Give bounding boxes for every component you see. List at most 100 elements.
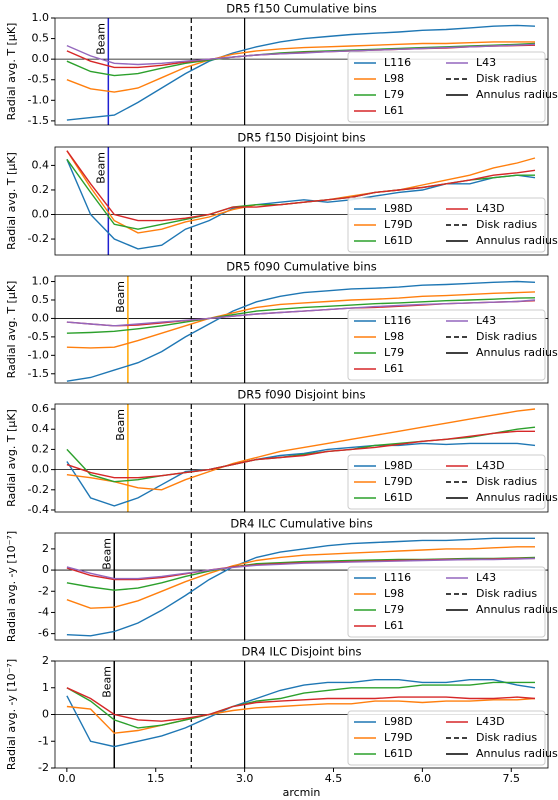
y-tick-label: -1.5 bbox=[28, 114, 49, 127]
y-tick-label: 1.0 bbox=[32, 11, 50, 24]
y-tick-label: -0.2 bbox=[28, 483, 49, 496]
legend-label: L116 bbox=[384, 56, 411, 69]
chart-title: DR5 f150 Cumulative bins bbox=[226, 2, 377, 16]
x-tick-label: 3.0 bbox=[236, 772, 254, 785]
legend-label: Annulus radius bbox=[476, 88, 558, 101]
legend-label: L43D bbox=[476, 715, 505, 728]
y-axis-label: Radial avg. T [μK] bbox=[5, 23, 18, 121]
panel: DR5 f090 Cumulative bins Radial avg. T [μ… bbox=[5, 260, 558, 384]
y-tick-label: -2 bbox=[38, 584, 49, 597]
y-tick-label: 0.0 bbox=[32, 311, 50, 324]
x-tick-label: 1.5 bbox=[147, 772, 165, 785]
y-axis-label: Radial avg. T [μK] bbox=[5, 409, 18, 507]
legend-label: L43D bbox=[476, 202, 505, 215]
series-line bbox=[66, 24, 536, 121]
plot-frame bbox=[54, 17, 549, 126]
series-line bbox=[66, 43, 536, 66]
legend: L116 L98 L79 L61 L43 Disk radius Annulus radiu… bbox=[347, 309, 558, 381]
plot-frame bbox=[54, 403, 549, 513]
legend-label: L61D bbox=[384, 747, 413, 760]
series-line bbox=[66, 291, 536, 349]
legend: L98D L79D L61D L43D Disk radius Annulus radiu… bbox=[347, 197, 558, 253]
y-tick-label: 0.5 bbox=[32, 32, 50, 45]
beam-label: Beam bbox=[114, 281, 127, 313]
legend-box bbox=[347, 51, 546, 123]
y-tick-label: 0.2 bbox=[32, 183, 50, 196]
beam-label: Beam bbox=[100, 538, 113, 570]
y-tick-label: -0.2 bbox=[28, 232, 49, 245]
y-tick-label: -0.5 bbox=[28, 330, 49, 343]
series-line bbox=[66, 697, 536, 734]
legend-label: L79D bbox=[384, 475, 413, 488]
legend-label: Disk radius bbox=[476, 475, 537, 488]
x-axis-label: arcmin bbox=[283, 786, 321, 799]
panel: DR4 ILC Disjoint bins Radial avg. -y [10⁻… bbox=[5, 645, 558, 800]
y-tick-label: -0.5 bbox=[28, 73, 49, 86]
y-tick-label: 0.4 bbox=[32, 158, 50, 171]
series-line bbox=[66, 280, 536, 382]
legend-label: L98D bbox=[384, 459, 413, 472]
y-axis-label: Radial avg. T [μK] bbox=[5, 281, 18, 379]
series-line bbox=[66, 150, 536, 222]
beam-label: Beam bbox=[94, 152, 107, 184]
legend-label: L116 bbox=[384, 314, 411, 327]
x-tick-label: 0.0 bbox=[58, 772, 76, 785]
series-line bbox=[66, 537, 535, 637]
legend-box bbox=[347, 309, 546, 381]
y-axis-label: Radial avg. -y [10⁻⁷] bbox=[5, 659, 18, 770]
panel: DR5 f150 Cumulative bins Radial avg. T [μ… bbox=[5, 2, 558, 127]
y-tick-label: 0.0 bbox=[32, 208, 50, 221]
legend-label: L116 bbox=[384, 571, 411, 584]
legend-label: L43 bbox=[476, 571, 496, 584]
legend: L98D L79D L61D L43D Disk radius Annulus radiu… bbox=[347, 710, 558, 766]
series-line bbox=[66, 681, 535, 729]
chart-title: DR4 ILC Cumulative bins bbox=[230, 517, 372, 531]
y-tick-label: 2 bbox=[42, 542, 49, 555]
plot-frame bbox=[54, 146, 549, 256]
panel: DR5 f150 Disjoint bins Radial avg. T [μK]… bbox=[5, 131, 558, 256]
series-line bbox=[66, 687, 536, 722]
legend-label: L98 bbox=[384, 587, 404, 600]
legend-label: L43 bbox=[476, 314, 496, 327]
legend-label: L79D bbox=[384, 218, 413, 231]
legend: L116 L98 L79 L61 L43 Disk radius Annulus radiu… bbox=[347, 51, 558, 123]
legend-label: L98 bbox=[384, 330, 404, 343]
y-tick-label: -2 bbox=[38, 761, 49, 774]
y-tick-label: -0.4 bbox=[28, 503, 49, 516]
series-line bbox=[66, 41, 535, 93]
legend-label: Disk radius bbox=[476, 330, 537, 343]
plot-frame bbox=[54, 532, 549, 641]
series-line bbox=[66, 408, 536, 491]
y-tick-label: 0.0 bbox=[32, 52, 50, 65]
legend-label: L61 bbox=[384, 104, 404, 117]
x-tick-label: 6.0 bbox=[414, 772, 432, 785]
legend-label: Disk radius bbox=[476, 731, 537, 744]
series-line bbox=[66, 557, 536, 580]
panel: DR4 ILC Cumulative bins Radial avg. -y [1… bbox=[5, 517, 558, 643]
y-tick-label: 0.0 bbox=[32, 463, 50, 476]
legend-label: L43 bbox=[476, 56, 496, 69]
y-tick-label: 2 bbox=[42, 654, 49, 667]
legend-label: L98D bbox=[384, 715, 413, 728]
chart-title: DR5 f090 Disjoint bins bbox=[237, 388, 365, 402]
legend-label: Annulus radius bbox=[476, 603, 558, 616]
legend-label: Annulus radius bbox=[476, 747, 558, 760]
y-tick-label: 0.6 bbox=[32, 402, 50, 415]
legend-box bbox=[347, 566, 546, 638]
x-tick-label: 7.5 bbox=[503, 772, 521, 785]
plot-frame bbox=[54, 660, 549, 769]
legend-label: Annulus radius bbox=[476, 346, 558, 359]
legend-label: Annulus radius bbox=[476, 234, 558, 247]
legend-label: Disk radius bbox=[476, 218, 537, 231]
x-tick-label: 4.5 bbox=[325, 772, 343, 785]
series-line bbox=[66, 159, 536, 250]
y-tick-label: -6 bbox=[38, 627, 49, 640]
beam-label: Beam bbox=[114, 409, 127, 441]
y-tick-label: -1.0 bbox=[28, 93, 49, 106]
legend: L116 L98 L79 L61 L43 Disk radius Annulus radiu… bbox=[347, 566, 558, 638]
y-tick-label: -1.0 bbox=[28, 348, 49, 361]
series-line bbox=[66, 299, 536, 327]
legend-label: L79D bbox=[384, 731, 413, 744]
beam-label: Beam bbox=[100, 666, 113, 698]
